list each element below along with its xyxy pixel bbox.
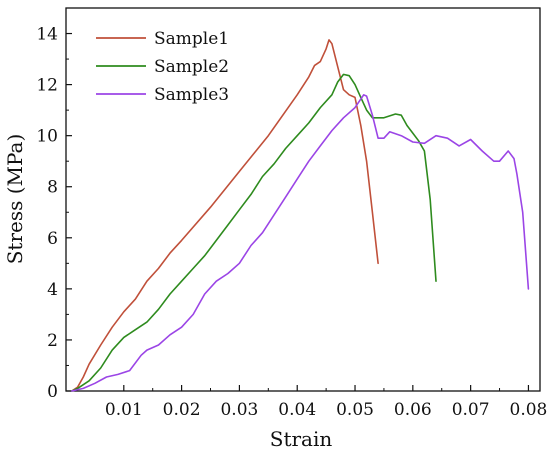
series-line-sample3: [71, 94, 530, 392]
legend-label-sample2: Sample2: [154, 57, 229, 77]
y-tick-label: 0: [47, 382, 58, 402]
x-axis-title: Strain: [270, 427, 333, 451]
x-tick-label: 0.07: [452, 400, 490, 420]
legend-label-sample3: Sample3: [154, 85, 229, 105]
plot-border: [65, 7, 541, 392]
series-line-sample2: [71, 73, 437, 392]
ticks-layer: 0.01 0.02 0.03 0.04 0.05 0.06 0.07 0.08 0 2 4 6 8 10 1…: [36, 25, 547, 420]
y-tick-label: 8: [47, 178, 58, 198]
x-tick-label: 0.01: [105, 400, 143, 420]
y-tick-label: 12: [36, 76, 58, 96]
y-tick-label: 2: [47, 331, 58, 351]
x-tick-label: 0.05: [336, 400, 374, 420]
series-line-sample1: [71, 39, 379, 392]
legend-label-sample1: Sample1: [154, 29, 229, 49]
y-axis-title: Stress (MPa): [3, 134, 27, 265]
series-layer: [71, 39, 530, 392]
y-tick-label: 4: [47, 280, 58, 300]
plot-frame: [65, 7, 541, 392]
y-tick-label: 6: [47, 229, 58, 249]
y-tick-label: 14: [36, 25, 58, 45]
x-tick-label: 0.06: [394, 400, 432, 420]
legend: Sample1 Sample2 Sample3: [96, 29, 229, 105]
x-tick-label: 0.02: [163, 400, 201, 420]
x-tick-label: 0.03: [220, 400, 258, 420]
x-tick-label: 0.04: [278, 400, 316, 420]
x-tick-label: 0.08: [510, 400, 548, 420]
y-tick-label: 10: [36, 127, 58, 147]
